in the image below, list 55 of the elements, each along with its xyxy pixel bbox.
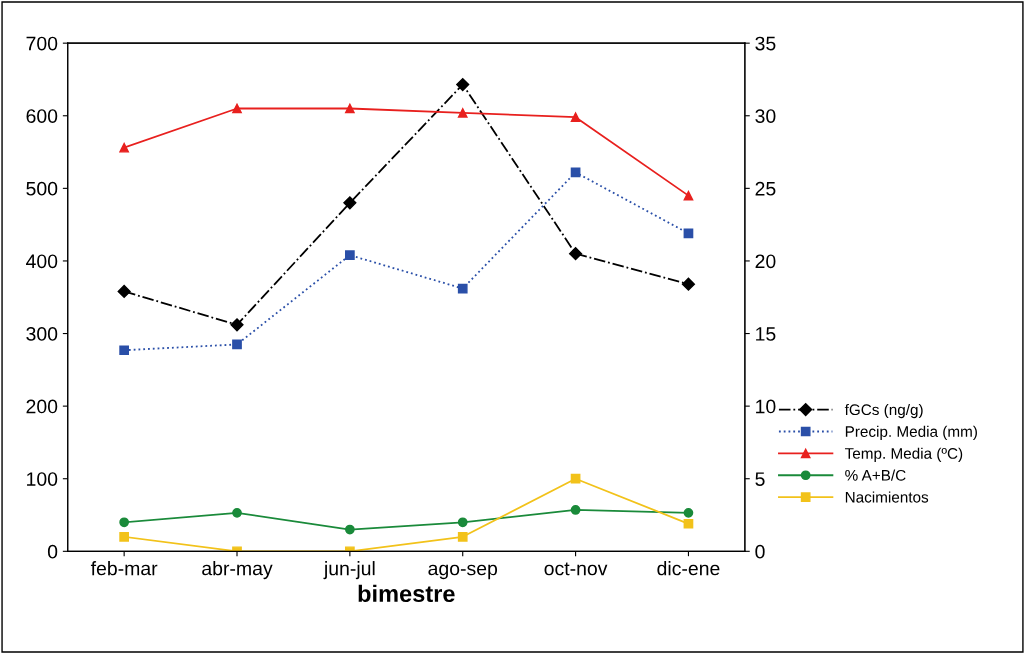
legend-label: Nacimientos [845,491,929,503]
point [345,524,355,535]
point [119,517,130,528]
x-tick-label: ago-sep [428,564,498,580]
point [457,283,468,294]
point [681,277,696,291]
y2-tick-label: 10 [756,399,776,414]
y-tick-label: 400 [26,254,58,269]
point [119,142,130,153]
y2-tick-label: 0 [755,544,765,559]
point [456,77,470,92]
point [117,284,131,299]
y-tick-label: 700 [26,36,58,51]
point [230,318,244,332]
legend-label: % A+B/C [845,469,906,481]
point [683,518,694,529]
y2-tick-label: 5 [755,472,765,486]
point [457,107,468,118]
point [345,250,355,261]
point [119,531,130,542]
x-tick-label: jun-jul [323,561,375,580]
point [119,345,130,356]
y-tick-label: 600 [26,109,58,123]
legend-label: fGCs (ng/g) [844,403,923,419]
y-tick-label: 200 [26,399,58,414]
point [570,473,581,484]
legend-label: Temp. Media (ºC) [844,447,963,462]
y2-tick-label: 25 [755,181,776,196]
y-tick-label: 0 [47,544,58,559]
point [568,247,583,261]
point [232,103,242,114]
legend-label: Precip. Media (mm) [845,425,977,441]
point [232,507,242,518]
y2-tick-label: 20 [755,254,776,269]
x-tick-label: dic-ene [657,561,720,576]
point [683,228,694,239]
point [570,112,581,123]
y2-tick-label: 30 [755,109,776,123]
x-tick-label: feb-mar [90,561,158,576]
point [683,190,694,201]
point [457,531,468,542]
x-tick-label: oct-nov [544,562,608,576]
point [343,196,357,210]
point [232,339,242,350]
point [457,517,468,528]
y-tick-label: 100 [27,472,58,486]
x-axis-title: bimestre [358,584,455,603]
point [345,103,355,114]
x-tick-label: abr-may [202,561,273,580]
point [570,505,581,515]
y2-tick-label: 35 [755,36,776,51]
point [683,507,694,518]
y-tick-label: 300 [26,327,58,341]
y-tick-label: 500 [26,181,58,196]
y2-tick-label: 15 [756,327,776,341]
